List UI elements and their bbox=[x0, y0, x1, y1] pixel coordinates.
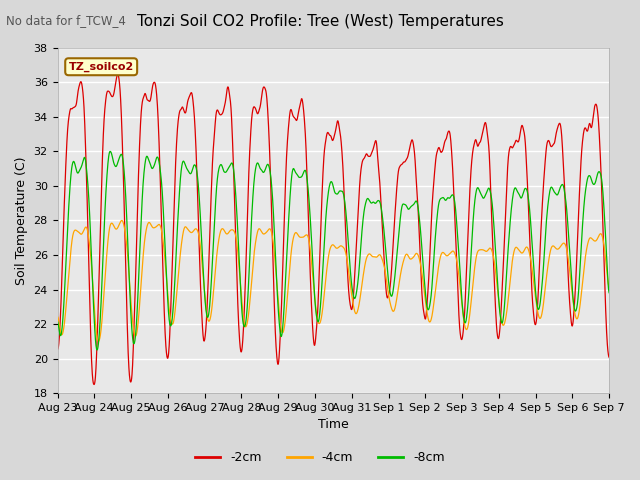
X-axis label: Time: Time bbox=[318, 419, 349, 432]
Text: TZ_soilco2: TZ_soilco2 bbox=[68, 61, 134, 72]
Text: No data for f_TCW_4: No data for f_TCW_4 bbox=[6, 14, 126, 27]
Text: Tonzi Soil CO2 Profile: Tree (West) Temperatures: Tonzi Soil CO2 Profile: Tree (West) Temp… bbox=[136, 14, 504, 29]
Y-axis label: Soil Temperature (C): Soil Temperature (C) bbox=[15, 156, 28, 285]
Legend: -2cm, -4cm, -8cm: -2cm, -4cm, -8cm bbox=[190, 446, 450, 469]
